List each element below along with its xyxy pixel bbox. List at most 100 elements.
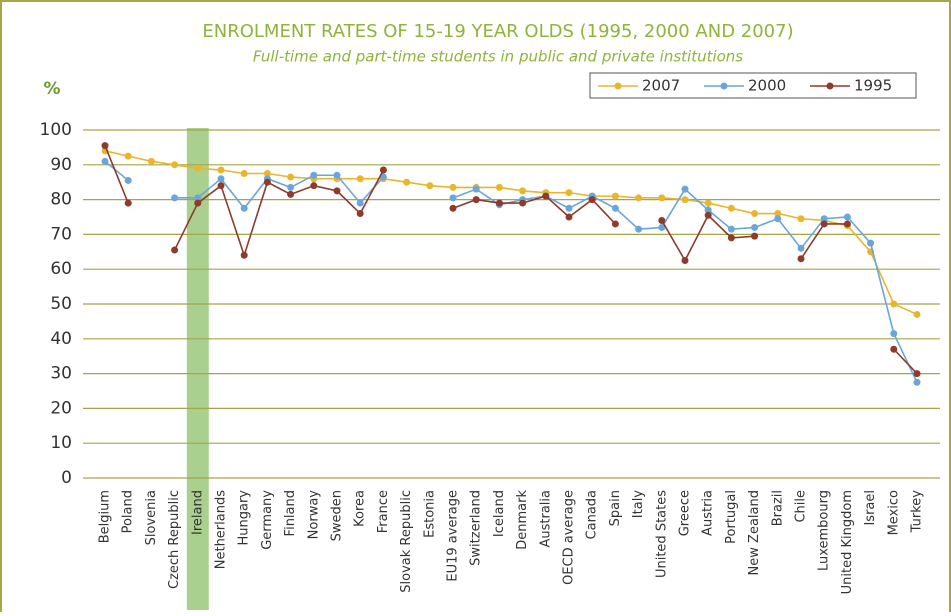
data-point	[333, 187, 341, 195]
data-point	[843, 220, 851, 228]
data-point	[890, 300, 898, 308]
data-point	[147, 157, 155, 165]
legend-label: 2007	[642, 77, 680, 95]
data-point	[495, 199, 503, 207]
legend-marker	[614, 82, 622, 90]
data-point	[287, 183, 295, 191]
x-tick-label: Portugal	[724, 490, 739, 544]
x-tick-label: OECD average	[562, 490, 577, 585]
data-point	[472, 196, 480, 204]
x-tick-label: Belgium	[98, 490, 113, 543]
legend-box	[589, 72, 917, 99]
data-point	[635, 194, 643, 202]
x-tick-label: Slovak Republic	[399, 490, 414, 593]
y-tick-label: 0	[61, 468, 72, 488]
x-tick-label: Luxembourg	[817, 490, 832, 571]
highlight-band	[186, 128, 209, 610]
data-point	[774, 215, 782, 223]
data-point	[101, 142, 109, 150]
data-point	[310, 182, 318, 190]
data-point	[194, 164, 202, 172]
data-point	[171, 246, 179, 254]
data-point	[867, 239, 875, 247]
data-point	[565, 189, 573, 197]
data-point	[101, 157, 109, 165]
data-point	[124, 152, 132, 160]
data-point	[913, 310, 921, 318]
data-point	[704, 211, 712, 219]
data-point	[727, 234, 735, 242]
y-tick-label: 10	[50, 433, 72, 453]
x-tick-label: France	[376, 490, 391, 533]
data-point	[124, 199, 132, 207]
data-point	[310, 171, 318, 179]
data-point	[635, 225, 643, 233]
data-point	[751, 232, 759, 240]
data-point	[542, 192, 550, 200]
data-point	[611, 220, 619, 228]
data-point	[774, 210, 782, 218]
data-point	[681, 257, 689, 264]
data-point	[681, 196, 689, 204]
data-point	[913, 370, 921, 378]
y-tick-label: 90	[50, 155, 72, 175]
y-tick-label: 100	[40, 120, 72, 140]
x-tick-label: United Kingdom	[840, 490, 855, 594]
data-point	[472, 185, 480, 193]
x-tick-label: Brazil	[770, 490, 785, 526]
chart-subtitle: Full-time and part-time students in publ…	[253, 48, 743, 66]
data-point	[588, 196, 596, 204]
data-point	[194, 194, 202, 202]
x-tick-label: EU19 average	[446, 490, 461, 582]
x-tick-label: Canada	[585, 490, 600, 539]
y-tick-label: 30	[50, 364, 72, 384]
x-tick-label: Germany	[260, 490, 275, 550]
x-tick-label: New Zealand	[747, 490, 762, 575]
data-point	[426, 182, 434, 190]
x-tick-label: Spain	[608, 490, 623, 526]
x-tick-label: United States	[654, 490, 669, 578]
x-tick-label: Iceland	[492, 490, 507, 537]
x-tick-label: Slovenia	[144, 490, 159, 545]
x-tick-label: Czech Republic	[167, 490, 182, 589]
data-point	[403, 178, 411, 186]
data-point	[843, 213, 851, 221]
data-point	[658, 194, 666, 202]
data-point	[820, 215, 828, 223]
data-point	[171, 161, 179, 169]
data-point	[727, 225, 735, 233]
chart-title: ENROLMENT RATES OF 15-19 YEAR OLDS (1995…	[202, 21, 793, 42]
data-point	[565, 204, 573, 212]
data-point	[495, 183, 503, 191]
x-tick-label: Norway	[306, 490, 321, 540]
x-tick-label: Chile	[794, 490, 809, 523]
data-point	[681, 185, 689, 193]
data-point	[890, 330, 898, 338]
legend-label: 1995	[854, 77, 892, 95]
x-tick-label: Austria	[701, 490, 716, 536]
data-point	[658, 223, 666, 231]
data-point	[379, 173, 387, 181]
x-tick-label: Italy	[631, 490, 646, 519]
data-point	[217, 166, 225, 174]
data-point	[797, 215, 805, 223]
data-point	[890, 345, 898, 353]
data-point	[217, 175, 225, 183]
x-tick-label: Netherlands	[214, 490, 229, 569]
y-tick-label: 80	[50, 190, 72, 210]
x-tick-label: Ireland	[190, 490, 205, 535]
x-tick-label: Greece	[678, 490, 693, 536]
data-point	[171, 194, 179, 202]
x-tick-label: Sweden	[330, 490, 345, 541]
data-point	[611, 192, 619, 200]
series-line	[104, 150, 918, 316]
x-tick-label: Estonia	[422, 490, 437, 538]
x-tick-label: Switzerland	[469, 490, 484, 566]
x-tick-label: Mexico	[886, 490, 901, 535]
x-tick-label: Denmark	[515, 490, 530, 550]
data-point	[449, 183, 457, 191]
data-point	[263, 170, 271, 177]
data-point	[751, 223, 759, 231]
